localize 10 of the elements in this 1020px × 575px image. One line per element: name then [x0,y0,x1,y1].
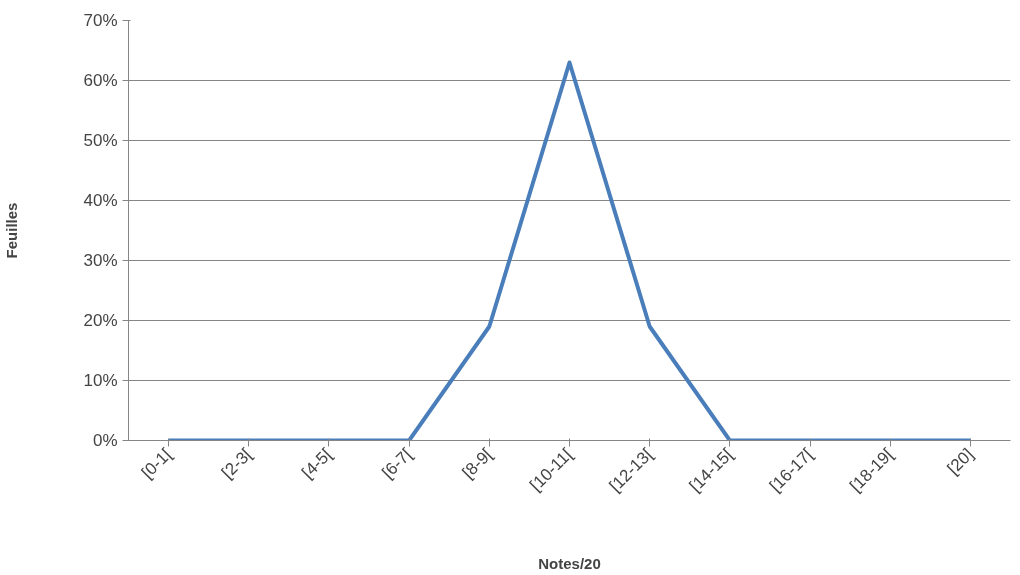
y-tick-label: 70% [83,11,118,30]
y-axis-title: Feuilles [3,202,21,259]
y-tick-label: 50% [83,131,118,150]
y-tick-label: 60% [83,71,118,90]
y-tick-label: 10% [83,371,118,390]
x-axis-title: Notes/20 [538,555,601,573]
y-tick-label: 0% [92,431,118,450]
y-tick-label: 30% [83,251,118,270]
y-tick-label: 40% [83,191,118,210]
y-tick-label: 20% [83,311,118,330]
